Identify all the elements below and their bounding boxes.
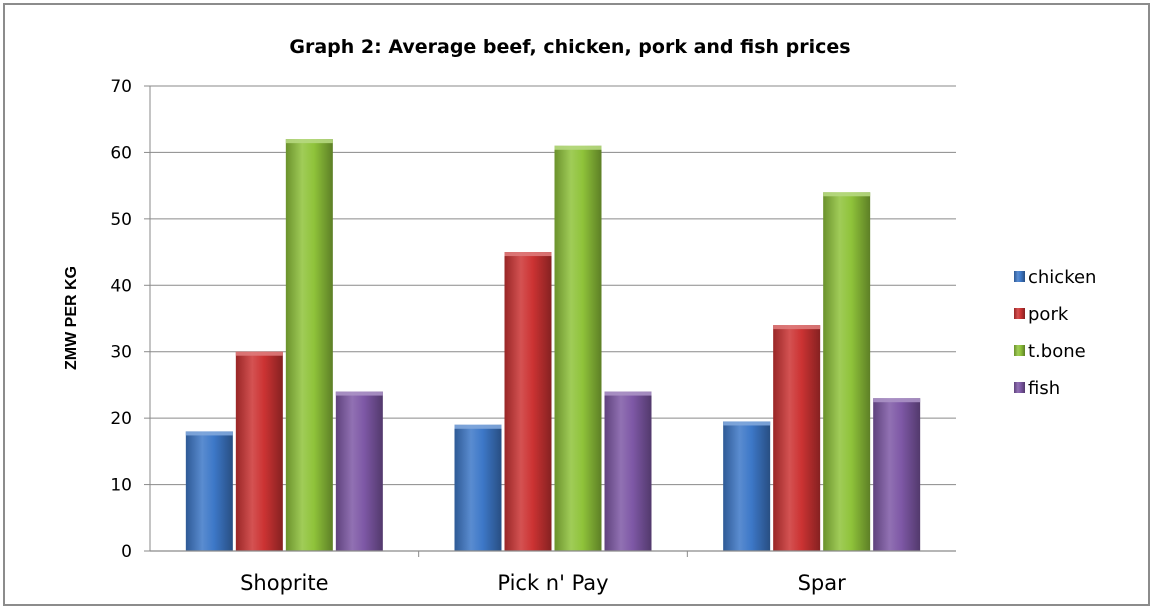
legend-label: t.bone: [1028, 341, 1086, 362]
bar-chicken-pick-n-pay: [454, 424, 502, 551]
legend-item-t-bone: t.bone: [1014, 341, 1086, 362]
bars-layer: [185, 139, 921, 552]
bar-t-bone-pick-n-pay: [554, 145, 602, 552]
x-tick-label: Shoprite: [240, 571, 328, 595]
legend: chicken pork t.bone fish: [1014, 267, 1096, 399]
x-tick-label: Spar: [798, 571, 847, 595]
bar-pork-pick-n-pay: [504, 252, 552, 552]
y-axis-label: ZMW PER KG: [63, 266, 80, 370]
legend-swatch: [1014, 271, 1025, 282]
bar-chicken-spar: [723, 421, 771, 551]
x-tick-label: Pick n' Pay: [497, 571, 608, 595]
y-tick-label: 40: [110, 276, 132, 296]
legend-swatch: [1014, 308, 1025, 319]
y-tick-label: 30: [110, 343, 132, 363]
legend-item-fish: fish: [1014, 378, 1060, 399]
legend-label: chicken: [1028, 267, 1096, 288]
bar-fish-shoprite: [335, 391, 383, 551]
legend-swatch: [1014, 382, 1025, 393]
bar-chicken-shoprite: [185, 431, 233, 551]
legend-label: pork: [1028, 304, 1069, 325]
bar-fish-pick-n-pay: [604, 391, 652, 551]
bar-fish-spar: [873, 398, 921, 551]
legend-item-pork: pork: [1014, 304, 1069, 325]
chart-title: Graph 2: Average beef, chicken, pork and…: [289, 36, 850, 58]
axis-layer: 0 10 20 30 40 50 60 70 Shoprite Pick n' Pay Spar: [110, 77, 956, 595]
bar-pork-spar: [773, 325, 821, 551]
y-tick-label: 20: [110, 409, 132, 429]
legend-item-chicken: chicken: [1014, 267, 1096, 288]
bar-t-bone-shoprite: [285, 139, 333, 551]
y-tick-label: 0: [121, 542, 132, 562]
y-tick-label: 60: [110, 143, 132, 163]
y-tick-label: 10: [110, 476, 132, 496]
bar-t-bone-spar: [823, 192, 871, 552]
legend-swatch: [1014, 345, 1025, 356]
y-tick-label: 70: [110, 77, 132, 97]
y-tick-label: 50: [110, 210, 132, 230]
bar-pork-shoprite: [235, 351, 283, 551]
legend-label: fish: [1028, 378, 1060, 399]
